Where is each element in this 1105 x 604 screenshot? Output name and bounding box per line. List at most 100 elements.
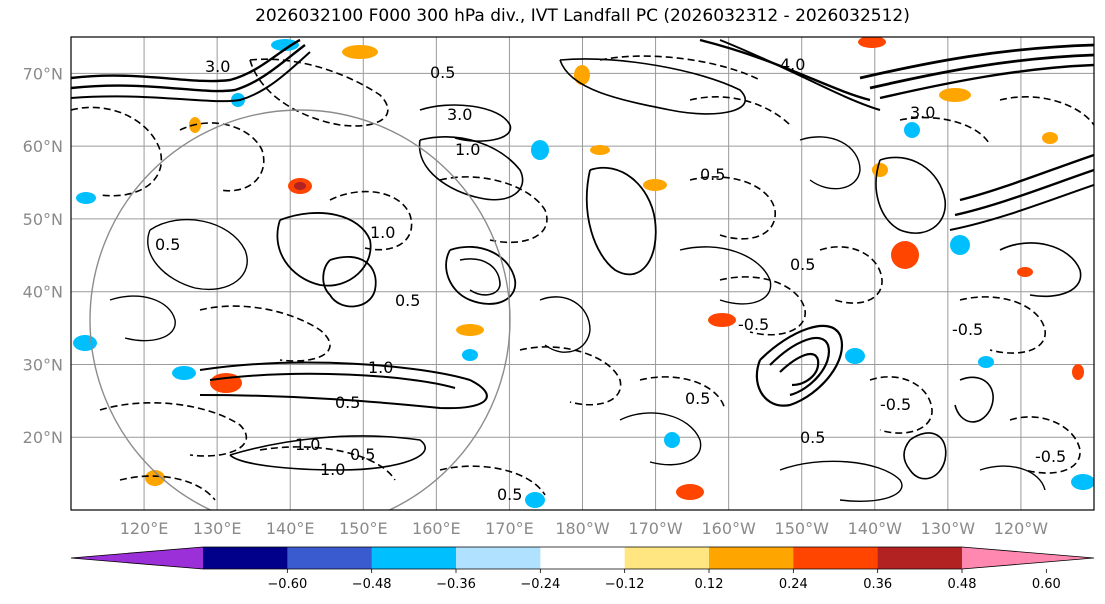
contour-line: [329, 190, 413, 251]
shade-patch: [525, 492, 545, 508]
shade-patch: [891, 241, 919, 269]
contour-line: [539, 296, 591, 353]
contour-line: [439, 176, 548, 244]
contour-label: 0.5: [685, 389, 710, 408]
contour-line: [869, 53, 1094, 90]
lon-label: 160°E: [412, 519, 461, 538]
contour-line: [879, 63, 1094, 100]
contour-line: [249, 58, 389, 127]
contour-label: 3.0: [205, 57, 230, 76]
colorbar-segment: [793, 547, 879, 569]
contour-label: 0.5: [155, 235, 180, 254]
contour-line: [439, 465, 546, 496]
lon-label: 160°W: [701, 519, 756, 538]
contour-line: [99, 402, 247, 457]
latitude-labels: 70°N 60°N 50°N 40°N 30°N 20°N: [23, 64, 63, 447]
lon-label: 130°W: [921, 519, 976, 538]
contour-line: [899, 116, 991, 146]
shade-patch: [708, 313, 736, 327]
shade-patch: [456, 324, 484, 336]
contour-label: 4.0: [780, 55, 805, 74]
contour-line: [199, 305, 331, 362]
colorbar-tick-label: 0.60: [1032, 577, 1061, 592]
shade-patch: [294, 182, 306, 190]
contour-line: [322, 255, 377, 308]
contour-label: 0.5: [335, 393, 360, 412]
shade-patch: [676, 484, 704, 500]
shade-patch: [1042, 132, 1058, 144]
colorbar-segment: [709, 547, 794, 569]
contour-line: [199, 361, 488, 410]
colorbar-segment: [371, 547, 457, 569]
shade-patch: [643, 179, 667, 191]
lat-label: 30°N: [23, 355, 63, 374]
lat-label: 50°N: [23, 210, 63, 229]
contour-line: [209, 372, 456, 389]
contour-line: [179, 122, 265, 192]
contour-line: [719, 39, 881, 111]
colorbar-tick-label: −0.24: [520, 577, 560, 592]
shade-patch: [978, 356, 994, 368]
contour-label: 1.0: [295, 435, 320, 454]
contour-label: 1.0: [370, 223, 395, 242]
colorbar-segment: [287, 547, 373, 569]
colorbar-extend-low: [71, 547, 203, 569]
contour-line: [276, 212, 372, 287]
colorbar-extend-high: [962, 547, 1094, 569]
contour-line: [586, 166, 657, 276]
contour-line: [419, 104, 512, 142]
shade-patch: [462, 349, 478, 361]
colorbar-tick-label: 0.36: [863, 577, 892, 592]
contour-line: [979, 465, 1046, 491]
contour-line: [109, 295, 176, 342]
shade-patch: [76, 192, 96, 204]
lon-label: 120°E: [120, 519, 169, 538]
contour-line: [259, 446, 396, 481]
contour-line: [689, 176, 776, 240]
lon-label: 120°W: [994, 519, 1049, 538]
colorbar-tick-label: 0.48: [948, 577, 977, 592]
contour-line: [599, 55, 761, 81]
lon-label: 150°W: [775, 519, 830, 538]
contour-line: [71, 44, 306, 93]
contour-line: [699, 38, 871, 102]
contour-label: -0.5: [952, 320, 983, 339]
shade-patch: [145, 470, 165, 486]
shade-patch: [590, 145, 610, 155]
contour-line: [71, 51, 311, 103]
lon-label: 140°E: [266, 519, 315, 538]
contour-line: [959, 296, 1046, 354]
contour-line: [903, 432, 947, 480]
contour-line: [949, 184, 1094, 231]
contour-line: [869, 376, 933, 434]
lat-label: 60°N: [23, 137, 63, 156]
contour-label: 0.5: [800, 428, 825, 447]
contour-line: [875, 156, 946, 234]
contour-label: -0.5: [1035, 447, 1066, 466]
contour-line: [859, 43, 1094, 80]
shade-patch: [1071, 474, 1094, 490]
contour-line: [954, 376, 994, 423]
colorbar-tick-label: −0.48: [352, 577, 392, 592]
map-contents: 3.0 0.5 3.0 1.0 0.5 3.0 0.5 1.0 4.0 0.5 …: [71, 37, 1094, 510]
contour-line: [639, 376, 726, 411]
contour-label: 1.0: [455, 140, 480, 159]
graticule: [71, 37, 1094, 510]
contour-line: [71, 38, 301, 83]
colorbar-tick-label: −0.36: [436, 577, 476, 592]
colorbar-tick-label: −0.60: [267, 577, 307, 592]
contour-line: [619, 412, 702, 466]
contour-line: [999, 242, 1082, 297]
colorbar-tick-label: 0.24: [779, 577, 808, 592]
contour-line: [799, 136, 861, 190]
shade-patch: [872, 163, 888, 177]
shade-patch: [574, 65, 590, 85]
contour-line: [819, 246, 883, 304]
contour-line: [755, 324, 843, 407]
colorbar-tick-label: 0.12: [695, 577, 724, 592]
lon-label: 150°E: [339, 519, 388, 538]
contour-line: [459, 258, 501, 296]
contour-label: 1.0: [368, 358, 393, 377]
shade-patch: [845, 348, 865, 364]
